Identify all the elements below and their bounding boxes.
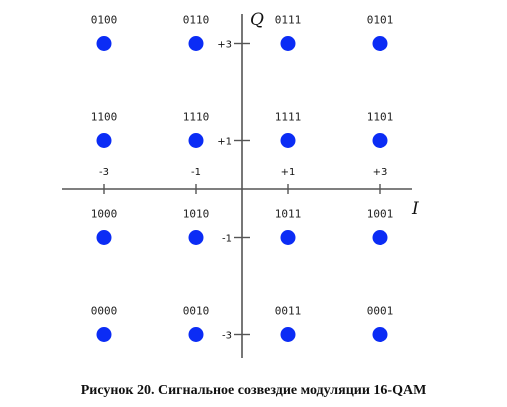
constellation-point <box>96 327 112 342</box>
point-code-label: 0001 <box>367 305 394 318</box>
constellation-point <box>96 230 112 245</box>
point-code-label: 1011 <box>275 208 302 221</box>
point-code-label: 0011 <box>275 305 302 318</box>
point-code-label: 1101 <box>367 111 394 124</box>
q-tick-label: -1 <box>222 234 232 245</box>
constellation-point <box>188 36 204 51</box>
constellation-point <box>96 36 112 51</box>
point-code-label: 1110 <box>183 111 210 124</box>
i-tick-label: +1 <box>281 167 296 178</box>
point-code-label: 1010 <box>183 208 210 221</box>
q-tick-label: +1 <box>217 137 232 148</box>
point-code-label: 1000 <box>91 208 118 221</box>
point-code-label: 0010 <box>183 305 210 318</box>
constellation-point <box>372 36 388 51</box>
i-axis-title: I <box>411 199 419 219</box>
constellation-point <box>280 133 296 148</box>
figure-caption: Рисунок 20. Сигнальное созвездие модуляц… <box>80 383 427 398</box>
constellation-point <box>372 230 388 245</box>
point-code-label: 0110 <box>183 14 210 27</box>
i-tick-label: -1 <box>191 167 201 178</box>
point-code-label: 1001 <box>367 208 394 221</box>
i-tick-label: -3 <box>99 167 109 178</box>
q-axis-title: Q <box>250 10 264 30</box>
constellation-point <box>280 36 296 51</box>
constellation-points: 0100 0110 0111 0101 1100 1110 1111 1101 1000 1010… <box>91 14 394 342</box>
point-code-label: 0111 <box>275 14 302 27</box>
point-code-label: 1100 <box>91 111 118 124</box>
axis-ticks: -3 -1 +1 +3 +3 +1 -1 -3 <box>99 40 387 342</box>
constellation-point <box>96 133 112 148</box>
q-tick-label: -3 <box>222 331 232 342</box>
constellation-point <box>188 327 204 342</box>
constellation-point <box>280 230 296 245</box>
constellation-point <box>372 327 388 342</box>
point-code-label: 0000 <box>91 305 118 318</box>
constellation-point <box>188 133 204 148</box>
point-code-label: 1111 <box>275 111 302 124</box>
q-tick-label: +3 <box>217 40 232 51</box>
point-code-label: 0101 <box>367 14 394 27</box>
point-code-label: 0100 <box>91 14 118 27</box>
constellation-point <box>188 230 204 245</box>
constellation-point <box>280 327 296 342</box>
i-tick-label: +3 <box>373 167 388 178</box>
constellation-point <box>372 133 388 148</box>
